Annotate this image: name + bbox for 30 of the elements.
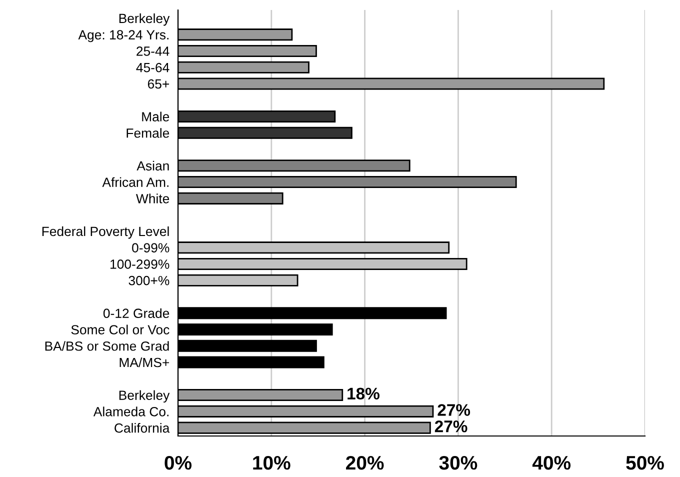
y-tick-label: Alameda Co. <box>93 406 168 416</box>
y-tick-label: Federal Poverty Level <box>42 226 169 239</box>
y-tick-label: 45-64 <box>136 62 170 72</box>
data-label: 18% <box>348 388 380 400</box>
y-tick-label: African Am. <box>102 177 168 187</box>
y-tick-label: 25-44 <box>136 46 170 56</box>
y-tick-label: MA/MS+ <box>120 357 170 368</box>
y-tick-label: BA/BS or Some Grad <box>45 341 169 351</box>
y-tick-label: 300+% <box>128 276 170 286</box>
x-tick-label: 40% <box>532 456 571 470</box>
data-label: 27% <box>438 404 470 416</box>
y-tick-label: 0-12 Grade <box>103 308 170 318</box>
y-tick-label: Berkeley <box>119 13 170 26</box>
data-label: 27% <box>434 420 468 432</box>
y-tick-label: Asian <box>136 160 169 171</box>
y-tick-label: Female <box>126 128 170 138</box>
y-tick-label: Age: 18-24 Yrs. <box>78 30 168 42</box>
y-tick-label: 65+ <box>148 79 170 89</box>
y-tick-label: Berkeley <box>119 390 170 403</box>
x-tick-label: 20% <box>346 456 384 470</box>
x-tick-label: 50% <box>626 456 664 470</box>
y-tick-label: Male <box>142 112 170 122</box>
y-tick-label: 0-99% <box>132 243 170 252</box>
y-tick-label: 100-299% <box>110 260 170 269</box>
y-tick-label: Some Col or Voc <box>71 324 170 334</box>
x-tick-label: 0% <box>164 456 192 470</box>
y-tick-label: White <box>136 194 170 204</box>
y-tick-label: California <box>114 423 170 433</box>
x-tick-label: 10% <box>253 456 290 470</box>
x-tick-label: 30% <box>439 456 478 470</box>
